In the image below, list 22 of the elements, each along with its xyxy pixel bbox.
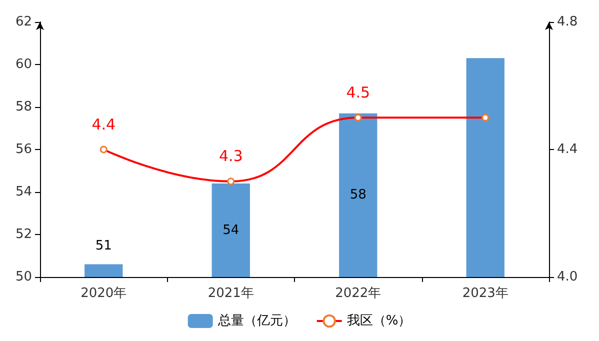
y-tick-label: 50 bbox=[15, 270, 32, 284]
y2-tick-label: 4.0 bbox=[557, 270, 578, 284]
data-label: 4.5 bbox=[346, 83, 370, 102]
legend-label: 我区（%） bbox=[346, 314, 412, 328]
y-tick-label: 58 bbox=[15, 100, 32, 114]
y-tick-label: 56 bbox=[15, 142, 32, 157]
data-label: 51 bbox=[95, 238, 112, 254]
y-tick-label: 54 bbox=[15, 184, 32, 200]
x-tick-label: 2021年 bbox=[208, 286, 254, 301]
y2-tick-label: 4.8 bbox=[557, 14, 578, 30]
data-label: 4.3 bbox=[218, 147, 243, 166]
y-tick-label: 52 bbox=[15, 227, 32, 242]
y-tick-label: 60 bbox=[15, 57, 32, 72]
y-tick-label: 62 bbox=[15, 14, 32, 30]
x-tick-label: 2022年 bbox=[335, 286, 382, 301]
x-tick-label: 2023年 bbox=[462, 286, 508, 301]
data-label: 54 bbox=[222, 222, 240, 238]
y2-tick-label: 4.4 bbox=[557, 142, 578, 157]
data-label: 58 bbox=[350, 188, 366, 203]
data-label: 4.4 bbox=[92, 115, 116, 134]
x-tick-label: 2020年 bbox=[80, 286, 127, 301]
legend-label: 总量（亿元） bbox=[216, 314, 296, 328]
